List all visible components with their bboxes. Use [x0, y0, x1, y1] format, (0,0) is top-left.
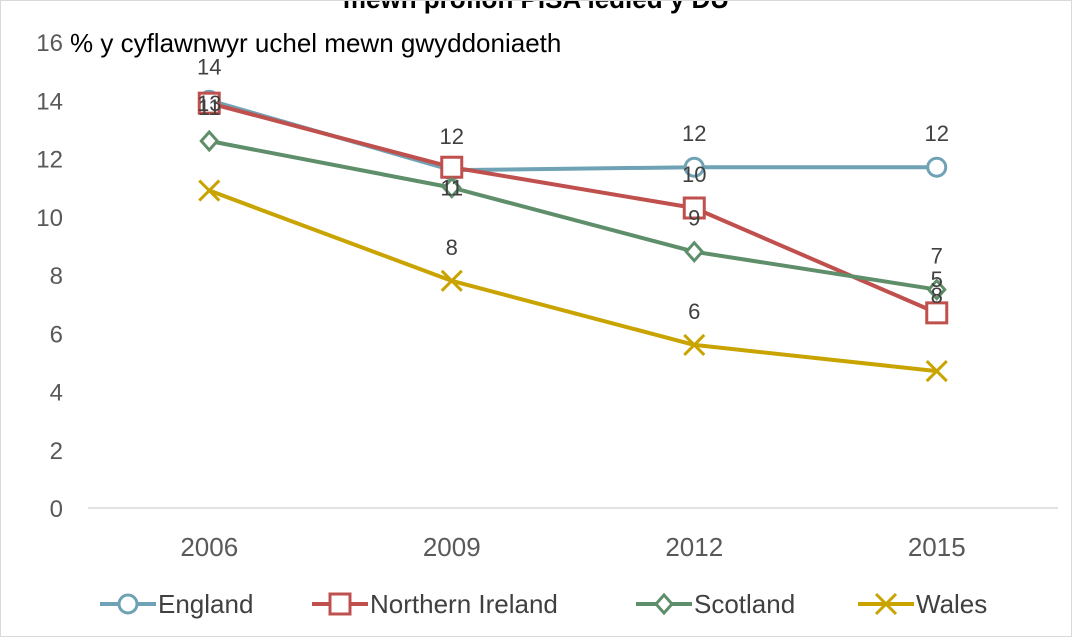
england-data-label: 14: [197, 54, 221, 79]
y-tick-label: 2: [50, 438, 63, 465]
scotland-data-label: 9: [688, 206, 700, 231]
scotland-data-label: 11: [440, 176, 463, 201]
y-tick-label: 8: [50, 263, 63, 290]
wales-point: [925, 360, 948, 383]
northern-ireland-point: [440, 155, 464, 179]
legend-key-northern-ireland: [312, 592, 368, 616]
y-tick-label: 6: [50, 321, 63, 348]
circle-marker-icon: [117, 593, 139, 615]
legend-key-scotland: [636, 592, 692, 616]
wales-point: [683, 333, 706, 356]
y-tick-label: 10: [36, 205, 63, 232]
wales-data-label: 6: [688, 299, 700, 324]
series-markers: [197, 89, 949, 383]
diamond-marker-icon: [653, 592, 675, 616]
x-marker-icon: [874, 592, 898, 616]
series-lines: [208, 98, 938, 374]
northern-ireland-data-label: 13: [197, 91, 221, 116]
england-point: [926, 156, 948, 178]
legend-item-scotland: Scotland: [636, 584, 795, 624]
y-tick-labels: 0 2 4 6 8 10 12 14 16: [36, 30, 63, 523]
legend-key-england: [100, 593, 156, 615]
england-point: [683, 156, 705, 178]
wales-point: [440, 269, 463, 292]
scotland-point: [926, 278, 947, 301]
scotland-point: [684, 240, 705, 263]
northern-ireland-point: [197, 91, 221, 115]
scotland-series-line: [208, 139, 938, 292]
y-tick-label: 0: [50, 496, 63, 523]
legend-key-wales: [858, 592, 914, 616]
legend: England Northern Ireland Scotland Wales: [0, 584, 1072, 624]
data-labels: 14 12 12 12 13 10 5 11 11 9 7 8 6 8: [197, 54, 949, 324]
x-tick-label: 2006: [180, 532, 238, 562]
legend-label: Scotland: [694, 588, 796, 619]
england-data-label: 12: [925, 121, 949, 146]
y-tick-label: 12: [36, 147, 63, 174]
scotland-data-label: 7: [931, 244, 943, 269]
legend-item-wales: Wales: [858, 584, 987, 624]
y-tick-label: 14: [36, 88, 63, 115]
northern-ireland-point: [925, 301, 949, 325]
england-series-line: [208, 98, 937, 173]
wales-data-label: 8: [931, 283, 943, 308]
y-axis-label: % y cyflawnwyr uchel mewn gwyddoniaeth: [70, 28, 562, 58]
legend-label: Northern Ireland: [370, 588, 558, 619]
wales-series-line: [208, 188, 937, 374]
northern-ireland-data-label: 10: [682, 162, 706, 187]
legend-label: England: [158, 588, 254, 619]
england-data-label: 12: [440, 124, 464, 149]
x-tick-labels: 2006 2009 2012 2015: [180, 532, 965, 562]
y-tick-label: 16: [36, 30, 63, 57]
chart-title: mewn profion PISA ledled y DU: [0, 0, 1072, 15]
northern-ireland-series-line: [208, 101, 938, 315]
northern-ireland-data-label: 5: [931, 267, 943, 292]
x-tick-label: 2015: [908, 532, 966, 562]
scotland-point: [199, 129, 220, 153]
wales-data-label: 8: [446, 235, 458, 260]
legend-label: Wales: [916, 588, 988, 619]
scotland-data-label: 11: [198, 95, 221, 120]
scotland-point: [441, 176, 462, 199]
wales-point: [198, 179, 221, 202]
y-tick-label: 4: [50, 380, 63, 407]
x-tick-label: 2012: [665, 532, 723, 562]
legend-item-northern-ireland: Northern Ireland: [312, 584, 558, 624]
x-tick-label: 2009: [423, 532, 481, 562]
legend-item-england: England: [100, 584, 253, 624]
northern-ireland-point: [682, 196, 706, 220]
square-marker-icon: [328, 592, 352, 616]
england-data-label: 12: [682, 121, 706, 146]
